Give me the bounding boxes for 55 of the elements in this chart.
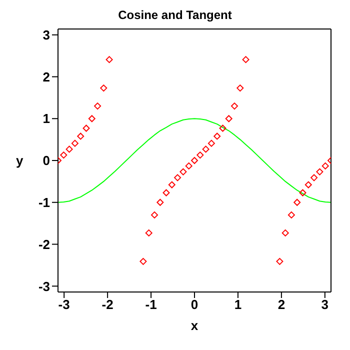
point xyxy=(208,140,215,147)
point xyxy=(151,211,158,218)
x-tick-label: -1 xyxy=(145,297,157,312)
point xyxy=(191,157,198,164)
point xyxy=(82,124,90,132)
y-tick-label: -1 xyxy=(38,194,50,210)
point xyxy=(276,258,284,265)
x-tick-label: 0 xyxy=(190,297,198,312)
point xyxy=(94,102,102,110)
point xyxy=(225,115,232,122)
point xyxy=(242,56,250,64)
point xyxy=(202,146,210,153)
line-series xyxy=(58,118,331,203)
x-tick-label: -3 xyxy=(58,297,70,312)
y-tick-label: 1 xyxy=(42,111,50,126)
x-tick-label: -2 xyxy=(102,297,114,312)
x-axis-title: x xyxy=(190,318,199,333)
point xyxy=(316,168,324,176)
point xyxy=(71,140,78,147)
point xyxy=(174,174,182,182)
point xyxy=(180,168,187,176)
point xyxy=(236,84,244,92)
y-tick-label: -2 xyxy=(38,236,50,252)
point xyxy=(106,56,113,64)
point xyxy=(288,211,295,218)
point xyxy=(185,162,192,170)
point xyxy=(88,115,96,122)
y-axis-title: y xyxy=(16,153,24,168)
point xyxy=(230,102,238,110)
point xyxy=(168,181,176,188)
point xyxy=(304,181,312,188)
point xyxy=(156,198,164,206)
y-tick-label: 0 xyxy=(42,153,50,168)
point xyxy=(77,132,84,140)
x-tick-label: 2 xyxy=(278,297,286,312)
y-tick-label: 3 xyxy=(42,27,50,42)
point xyxy=(145,229,152,236)
y-tick-label: -3 xyxy=(38,278,50,294)
y-tick-label: 2 xyxy=(42,69,50,84)
point xyxy=(66,146,73,153)
point xyxy=(282,229,289,236)
chart-title: Cosine and Tangent xyxy=(117,8,233,22)
point xyxy=(100,84,108,92)
point xyxy=(294,198,301,206)
point xyxy=(140,258,147,265)
point xyxy=(322,162,329,170)
point xyxy=(219,124,226,132)
x-tick-label: 1 xyxy=(234,297,242,312)
point xyxy=(214,132,221,140)
point xyxy=(299,189,306,196)
point xyxy=(310,174,318,182)
point xyxy=(162,189,170,196)
point xyxy=(60,152,68,159)
x-tick-label: 3 xyxy=(321,297,329,312)
point xyxy=(196,152,204,159)
